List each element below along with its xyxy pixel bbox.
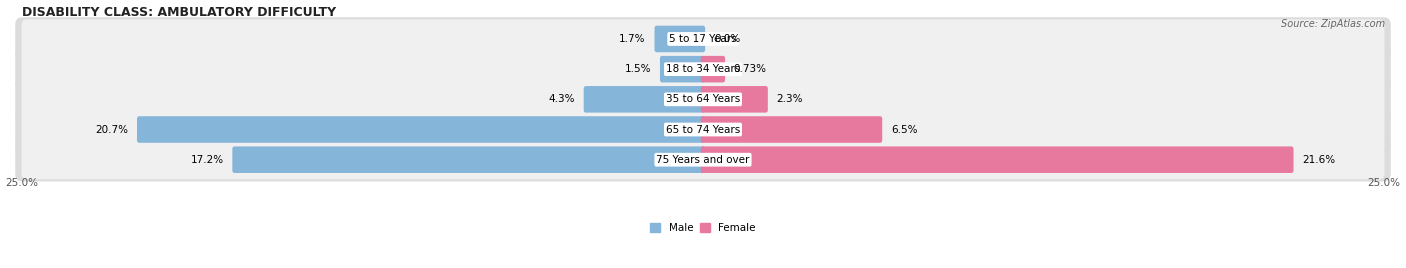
Text: 18 to 34 Years: 18 to 34 Years	[666, 64, 740, 74]
FancyBboxPatch shape	[21, 80, 1385, 119]
Text: 0.73%: 0.73%	[734, 64, 766, 74]
Text: 6.5%: 6.5%	[891, 125, 918, 135]
FancyBboxPatch shape	[21, 110, 1385, 149]
FancyBboxPatch shape	[21, 19, 1385, 59]
Text: DISABILITY CLASS: AMBULATORY DIFFICULTY: DISABILITY CLASS: AMBULATORY DIFFICULTY	[22, 6, 336, 18]
Text: 0.0%: 0.0%	[714, 34, 740, 44]
FancyBboxPatch shape	[232, 146, 706, 173]
FancyBboxPatch shape	[700, 56, 725, 83]
FancyBboxPatch shape	[21, 140, 1385, 179]
Text: 65 to 74 Years: 65 to 74 Years	[666, 125, 740, 135]
FancyBboxPatch shape	[583, 86, 706, 113]
Text: Source: ZipAtlas.com: Source: ZipAtlas.com	[1281, 19, 1385, 29]
Legend: Male, Female: Male, Female	[645, 219, 761, 237]
FancyBboxPatch shape	[15, 17, 1391, 61]
FancyBboxPatch shape	[655, 26, 706, 52]
Text: 21.6%: 21.6%	[1302, 155, 1336, 165]
Text: 1.7%: 1.7%	[619, 34, 645, 44]
Text: 2.3%: 2.3%	[776, 94, 803, 104]
Text: 35 to 64 Years: 35 to 64 Years	[666, 94, 740, 104]
FancyBboxPatch shape	[136, 116, 706, 143]
Text: 1.5%: 1.5%	[624, 64, 651, 74]
Text: 75 Years and over: 75 Years and over	[657, 155, 749, 165]
Text: 4.3%: 4.3%	[548, 94, 575, 104]
FancyBboxPatch shape	[700, 116, 882, 143]
FancyBboxPatch shape	[15, 138, 1391, 181]
FancyBboxPatch shape	[700, 146, 1294, 173]
FancyBboxPatch shape	[659, 56, 706, 83]
FancyBboxPatch shape	[15, 108, 1391, 151]
FancyBboxPatch shape	[15, 78, 1391, 121]
Text: 5 to 17 Years: 5 to 17 Years	[669, 34, 737, 44]
FancyBboxPatch shape	[700, 86, 768, 113]
Text: 20.7%: 20.7%	[96, 125, 128, 135]
Text: 17.2%: 17.2%	[190, 155, 224, 165]
FancyBboxPatch shape	[21, 50, 1385, 89]
FancyBboxPatch shape	[15, 47, 1391, 91]
